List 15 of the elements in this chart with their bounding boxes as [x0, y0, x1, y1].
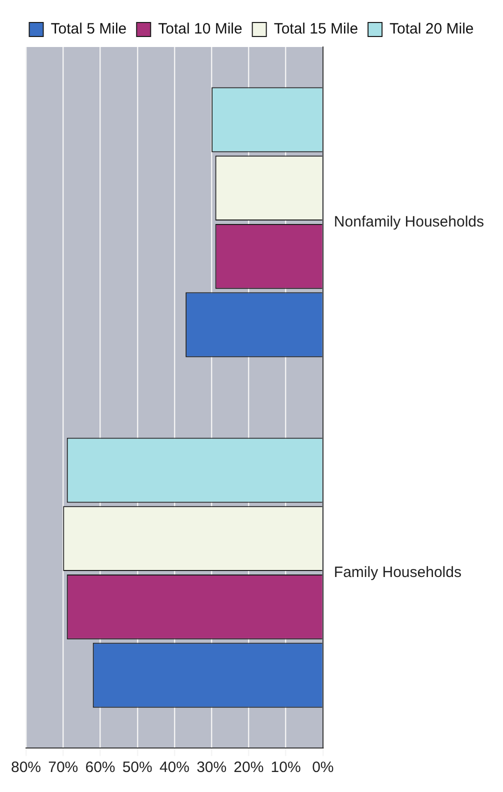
x-tick-label: 10% [270, 759, 301, 776]
x-tick-label: 20% [234, 759, 264, 776]
legend-label: Total 5 Mile [50, 20, 127, 38]
x-tick-label: 30% [196, 759, 227, 776]
x-tick-label: 40% [159, 759, 190, 776]
x-tick-label: 70% [48, 759, 78, 776]
legend-label: Total 10 Mile [158, 20, 242, 38]
x-tick-label: 0% [312, 759, 334, 776]
legend-label: Total 20 Mile [390, 20, 474, 38]
x-tick-label: 80% [10, 759, 42, 776]
x-tick-label: 60% [85, 759, 116, 776]
legend-label: Total 15 Mile [274, 20, 358, 38]
y-tick-label: Family Households [334, 564, 462, 581]
x-tick-label: 50% [122, 759, 152, 776]
y-tick-label: Nonfamily Households [334, 213, 484, 230]
